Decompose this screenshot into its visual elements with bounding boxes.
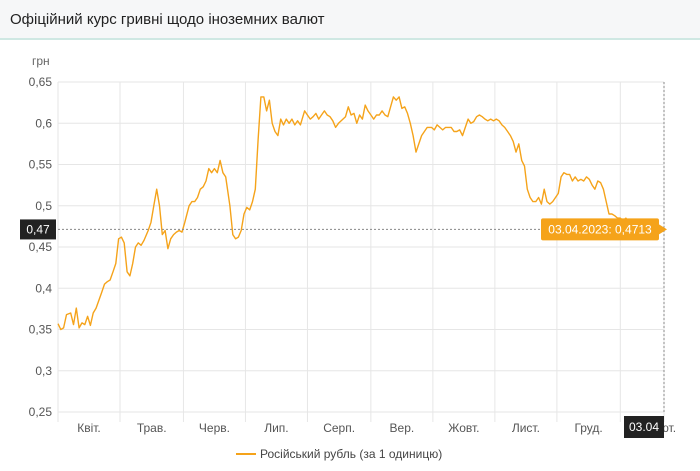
y-tick-label: 0,6 xyxy=(35,116,52,130)
grid xyxy=(58,81,664,413)
x-tick-label: Жовт. xyxy=(448,421,479,435)
tooltip-text: 03.04.2023: 0,4713 xyxy=(548,222,652,236)
y-tick-label: 0,5 xyxy=(35,199,52,213)
crosshair-y-value: 0,47 xyxy=(26,222,50,236)
y-tick-label: 0,35 xyxy=(29,323,53,337)
y-axis-label: грн xyxy=(32,54,50,68)
tooltip: 03.04.2023: 0,4713 xyxy=(541,218,667,241)
legend-label: Російський рубль (за 1 одиницю) xyxy=(260,447,442,461)
y-tick-label: 0,55 xyxy=(29,158,53,172)
crosshair-y-badge: 0,47 xyxy=(20,219,56,240)
crosshair-y-badge-bg xyxy=(20,219,56,240)
x-tick-label: Трав. xyxy=(137,421,167,435)
crosshair-x-value: 03.04 xyxy=(629,420,659,434)
y-tick-label: 0,25 xyxy=(29,405,53,419)
crosshair-x-badge-bg xyxy=(624,416,664,438)
y-tick-label: 0,3 xyxy=(35,364,52,378)
tooltip-arrow xyxy=(659,224,667,235)
crosshair-x-badge: 03.04 xyxy=(624,416,664,438)
x-tick-label: Серп. xyxy=(323,421,355,435)
x-tick-label: Квіт. xyxy=(77,421,101,435)
tooltip-bg xyxy=(541,218,659,241)
y-tick-label: 0,65 xyxy=(29,75,53,89)
x-tick-label: Лист. xyxy=(512,421,540,435)
x-tick-label: Лип. xyxy=(264,421,288,435)
x-tick-labels: Квіт. Трав. Черв. Лип. Серп. Вер. Жовт. Лист. Гр… xyxy=(77,421,676,435)
y-tick-label: 0,45 xyxy=(29,240,53,254)
exchange-rate-chart: грн 0,25 0,3 0,35 0,4 0,45 0,5 0,55 0,6 0,65 Кві… xyxy=(20,54,676,461)
x-tick-label: Вер. xyxy=(390,421,415,435)
chart-title: Офіційний курс гривні щодо іноземних вал… xyxy=(10,11,325,28)
chart-header: Офіційний курс гривні щодо іноземних вал… xyxy=(0,0,700,40)
x-gridlines xyxy=(57,82,665,422)
rate-line[interactable] xyxy=(57,96,655,331)
x-tick-label: Черв. xyxy=(199,421,230,435)
legend[interactable]: Російський рубль (за 1 одиницю) xyxy=(236,447,442,461)
y-tick-label: 0,4 xyxy=(35,281,52,295)
y-tick-labels: 0,25 0,3 0,35 0,4 0,45 0,5 0,55 0,6 0,65 xyxy=(29,75,53,419)
x-tick-label: Груд. xyxy=(574,421,602,435)
